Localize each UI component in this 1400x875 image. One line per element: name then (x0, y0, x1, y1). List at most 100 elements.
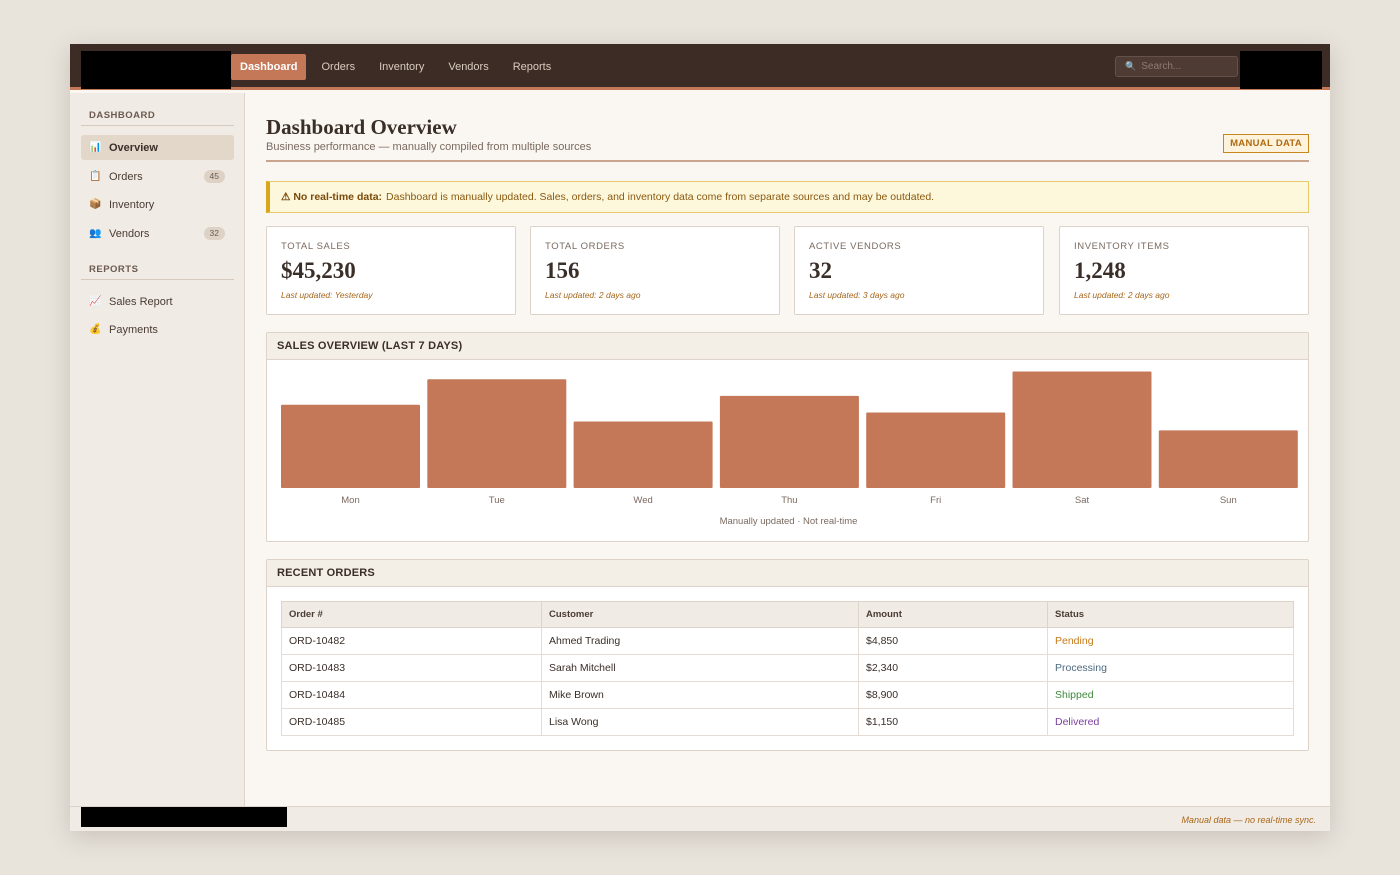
sidebar-heading-dashboard: DASHBOARD (89, 110, 156, 121)
order-status: Shipped (1047, 681, 1294, 709)
orders-table: Order # Customer Amount Status ORD-10482… (281, 601, 1294, 736)
customer-name: Lisa Wong (541, 708, 859, 736)
column-header-status[interactable]: Status (1047, 601, 1294, 628)
sidebar-item-label: Payments (109, 323, 158, 336)
sales-bar-thu[interactable] (719, 395, 859, 488)
kpi-updated: Last updated: 2 days ago (1074, 290, 1170, 300)
warning-alert: ⚠ No real-time data: Dashboard is manual… (266, 181, 1309, 213)
nav-orders[interactable]: Orders (321, 61, 356, 73)
sales-panel-title: SALES OVERVIEW (LAST 7 DAYS) (267, 333, 1308, 360)
sidebar-item-label: Vendors (109, 227, 150, 240)
chart-caption: Manually updated · Not real-time (719, 516, 858, 527)
order-id: ORD-10484 (281, 681, 542, 709)
orders-count-badge: 45 (203, 170, 225, 183)
kpi-label: INVENTORY ITEMS (1074, 241, 1170, 252)
kpi-label: TOTAL SALES (281, 241, 351, 252)
page-subtitle: Business performance — manually compiled… (266, 141, 592, 153)
x-tick-label: Mon (341, 495, 359, 506)
kpi-card-total-orders: TOTAL ORDERS 156 Last updated: 2 days ag… (530, 226, 780, 315)
x-tick-label: Sat (1075, 495, 1090, 506)
column-header-amount[interactable]: Amount (858, 601, 1048, 628)
sales-bar-tue[interactable] (427, 379, 567, 488)
table-row[interactable]: ORD-10485 Lisa Wong $1,150 Delivered (281, 708, 1294, 736)
kpi-value: 32 (809, 258, 832, 283)
table-row[interactable]: ORD-10482 Ahmed Trading $4,850 Pending (281, 627, 1294, 655)
column-header-order[interactable]: Order # (281, 601, 542, 628)
search-input[interactable] (1141, 61, 1232, 72)
recent-orders-panel: RECENT ORDERS Order # Customer Amount St… (266, 559, 1309, 751)
table-row[interactable]: ORD-10483 Sarah Mitchell $2,340 Processi… (281, 654, 1294, 682)
kpi-updated: Last updated: 3 days ago (809, 290, 905, 300)
sidebar-item-label: Inventory (109, 198, 155, 211)
manual-data-badge: MANUAL DATA (1223, 134, 1309, 153)
x-tick-label: Fri (930, 495, 941, 506)
order-amount: $8,900 (858, 681, 1048, 709)
nav-dashboard[interactable]: Dashboard (231, 54, 307, 80)
kpi-value: $45,230 (281, 258, 356, 283)
bar-chart-icon: 📊 (89, 142, 102, 153)
package-icon: 📦 (89, 199, 102, 210)
redacted-footer-info (81, 807, 287, 827)
sidebar-item-label: Orders (109, 170, 143, 183)
sales-overview-panel: SALES OVERVIEW (LAST 7 DAYS) Mon Tue Wed Th… (266, 332, 1309, 542)
x-tick-label: Sun (1220, 495, 1237, 506)
nav-inventory[interactable]: Inventory (379, 61, 425, 73)
sidebar-item-label: Sales Report (109, 295, 173, 308)
sales-bar-wed[interactable] (573, 421, 713, 488)
warning-icon: ⚠ (281, 191, 291, 203)
alert-strong-text: No real-time data: (293, 191, 383, 203)
sidebar-item-inventory[interactable]: 📦 Inventory (81, 192, 234, 217)
sales-bar-sat[interactable] (1012, 371, 1152, 488)
people-icon: 👥 (89, 228, 102, 239)
kpi-updated: Last updated: Yesterday (281, 290, 373, 300)
kpi-value: 1,248 (1074, 258, 1126, 283)
clipboard-icon: 📋 (89, 171, 102, 182)
top-navbar: Dashboard Orders Inventory Vendors Repor… (70, 44, 1330, 90)
sidebar-item-overview[interactable]: 📊 Overview (81, 135, 234, 160)
x-tick-label: Wed (633, 495, 652, 506)
customer-name: Ahmed Trading (541, 627, 859, 655)
order-status: Pending (1047, 627, 1294, 655)
table-row[interactable]: ORD-10484 Mike Brown $8,900 Shipped (281, 681, 1294, 709)
order-amount: $2,340 (858, 654, 1048, 682)
sales-bar-chart: Mon Tue Wed Thu Fri Sat Sun (281, 371, 1298, 506)
kpi-label: TOTAL ORDERS (545, 241, 625, 252)
kpi-value: 156 (545, 258, 580, 283)
customer-name: Sarah Mitchell (541, 654, 859, 682)
main-nav: Dashboard Orders Inventory Vendors Repor… (231, 54, 566, 80)
nav-reports[interactable]: Reports (512, 61, 552, 73)
order-status: Processing (1047, 654, 1294, 682)
sidebar-item-payments[interactable]: 💰 Payments (81, 317, 234, 342)
sidebar-item-vendors[interactable]: 👥 Vendors 32 (81, 221, 234, 246)
order-status: Delivered (1047, 708, 1294, 736)
sidebar-item-sales-report[interactable]: 📈 Sales Report (81, 289, 234, 314)
x-tick-label: Thu (781, 495, 797, 506)
kpi-label: ACTIVE VENDORS (809, 241, 902, 252)
kpi-card-active-vendors: ACTIVE VENDORS 32 Last updated: 3 days a… (794, 226, 1044, 315)
x-tick-label: Tue (489, 495, 505, 506)
sidebar-item-label: Overview (109, 141, 158, 154)
sales-bar-mon[interactable] (281, 404, 420, 488)
sales-bar-sun[interactable] (1158, 430, 1298, 488)
vendors-count-badge: 32 (203, 227, 225, 240)
order-id: ORD-10483 (281, 654, 542, 682)
search-box[interactable]: 🔍 (1115, 56, 1238, 77)
kpi-card-inventory-items: INVENTORY ITEMS 1,248 Last updated: 2 da… (1059, 226, 1309, 315)
sales-bar-fri[interactable] (866, 412, 1006, 488)
kpi-card-total-sales: TOTAL SALES $45,230 Last updated: Yester… (266, 226, 516, 315)
table-header-row: Order # Customer Amount Status (281, 601, 1294, 628)
sidebar-item-orders[interactable]: 📋 Orders 45 (81, 164, 234, 189)
sidebar-heading-reports: REPORTS (89, 264, 139, 275)
sidebar: DASHBOARD 📊 Overview 📋 Orders 45 📦 Inven… (70, 93, 245, 806)
sidebar-divider (81, 125, 234, 126)
redacted-logo (81, 51, 231, 89)
orders-panel-title: RECENT ORDERS (267, 560, 1308, 587)
column-header-customer[interactable]: Customer (541, 601, 859, 628)
sidebar-divider (81, 279, 234, 280)
trend-chart-icon: 📈 (89, 296, 102, 307)
money-bag-icon: 💰 (89, 324, 102, 335)
footer-bar: Manual data — no real-time sync. (70, 806, 1330, 831)
order-id: ORD-10482 (281, 627, 542, 655)
order-id: ORD-10485 (281, 708, 542, 736)
nav-vendors[interactable]: Vendors (448, 61, 489, 73)
